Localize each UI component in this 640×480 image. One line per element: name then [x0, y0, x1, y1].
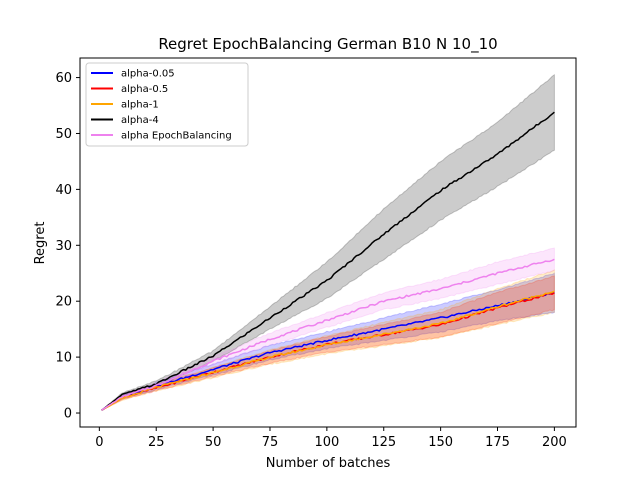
x-tick-label: 50: [205, 435, 222, 450]
x-tick-label: 125: [371, 435, 396, 450]
x-tick-label: 100: [314, 435, 339, 450]
y-tick-label: 50: [55, 127, 72, 142]
y-tick-label: 30: [55, 239, 72, 254]
x-axis-label: Number of batches: [266, 456, 391, 471]
legend-label-alpha-4: alpha-4: [121, 115, 159, 126]
y-tick-label: 10: [55, 351, 72, 366]
x-tick-label: 200: [542, 435, 567, 450]
x-tick-label: 175: [485, 435, 510, 450]
y-tick-label: 20: [55, 295, 72, 310]
x-axis-ticks: 0 25 50 75 100 125 150 175 200: [95, 427, 567, 450]
line-alpha-0-05: [101, 292, 555, 411]
legend-entries: alpha-0.05 alpha-0.5 alpha-1 alpha-4 alpha E…: [91, 69, 232, 142]
legend-label-alpha-epochbalancing: alpha EpochBalancing: [121, 131, 232, 142]
plot-area: [101, 73, 555, 411]
line-alpha-4: [101, 111, 555, 411]
legend-label-alpha-0-5: alpha-0.5: [121, 84, 168, 95]
legend-box: [85, 62, 249, 147]
legend-label-alpha-1: alpha-1: [121, 100, 159, 111]
series-lines: [101, 111, 555, 411]
y-tick-label: 40: [55, 183, 72, 198]
x-tick-label: 25: [148, 435, 165, 450]
legend-label-alpha-0-05: alpha-0.05: [121, 69, 175, 80]
legend: alpha-0.05 alpha-0.5 alpha-1 alpha-4 alpha E…: [85, 62, 249, 147]
line-alpha-epochbalancing: [101, 258, 555, 411]
chart-title: Regret EpochBalancing German B10 N 10_10: [158, 35, 497, 54]
y-axis-ticks: 0 10 20 30 40 50 60: [55, 71, 80, 422]
x-tick-label: 0: [95, 435, 103, 450]
line-alpha-1: [101, 290, 555, 411]
x-tick-label: 150: [428, 435, 453, 450]
y-axis-label: Regret: [33, 222, 48, 265]
y-tick-label: 0: [64, 407, 72, 422]
y-tick-label: 60: [55, 71, 72, 86]
axes-frame: [79, 57, 577, 428]
x-tick-label: 75: [262, 435, 279, 450]
